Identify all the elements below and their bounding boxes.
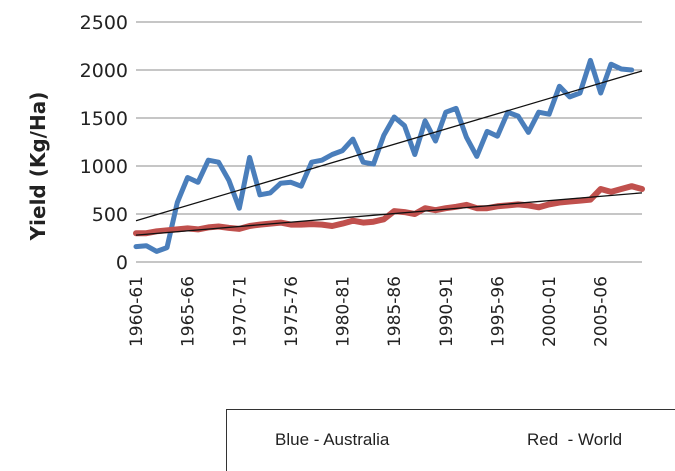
y-axis-ticks: 0 500 1000 1500 2000 2500 <box>80 12 128 274</box>
legend-item-world: Red - World <box>527 430 623 449</box>
x-tick-label: 2000-01 <box>540 276 560 347</box>
x-tick-label: 1980-81 <box>334 276 354 347</box>
y-tick-label: 500 <box>92 204 128 226</box>
series-lines <box>133 57 645 254</box>
x-tick-label: 1970-71 <box>230 276 250 347</box>
x-tick-label: 1960-61 <box>127 276 147 347</box>
yield-chart: 0 500 1000 1500 2000 2500 1960-61 1965-66 1970-… <box>26 12 645 347</box>
grid-lines <box>136 21 642 215</box>
trendline-australia <box>135 70 643 222</box>
legend: Blue - Australia Red - World <box>226 409 675 471</box>
x-tick-label: 1965-66 <box>179 276 199 347</box>
trend-lines <box>135 70 643 236</box>
y-tick-label: 1000 <box>80 156 128 178</box>
x-tick-label: 2005-06 <box>592 276 612 347</box>
x-tick-label: 1985-86 <box>385 276 405 347</box>
trendline-world <box>135 192 643 236</box>
series-australia-line <box>133 57 635 254</box>
y-tick-label: 0 <box>116 252 128 274</box>
x-axis: 1960-61 1965-66 1970-71 1975-76 1980-81 1985-… <box>127 261 642 347</box>
legend-item-australia: Blue - Australia <box>275 430 390 449</box>
series-world-line <box>133 183 645 237</box>
y-axis-label: Yield (Kg/Ha) <box>26 92 50 242</box>
y-tick-label: 2500 <box>80 12 128 34</box>
y-tick-label: 1500 <box>80 108 128 130</box>
x-tick-label: 1995-96 <box>488 276 508 347</box>
x-tick-label: 1975-76 <box>282 276 302 347</box>
y-tick-label: 2000 <box>80 60 128 82</box>
x-tick-label: 1990-91 <box>437 276 457 347</box>
